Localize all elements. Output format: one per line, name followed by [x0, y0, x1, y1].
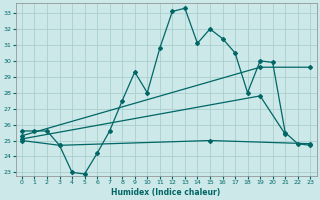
X-axis label: Humidex (Indice chaleur): Humidex (Indice chaleur) [111, 188, 221, 197]
